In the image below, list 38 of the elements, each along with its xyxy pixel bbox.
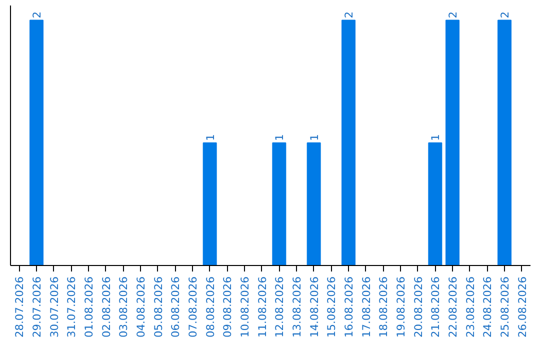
x-tick-label: 24.08.2026 [481,276,494,338]
x-tick-label: 16.08.2026 [342,276,356,338]
x-tick-label: 29.07.2026 [30,276,44,338]
x-tick-label: 05.08.2026 [152,276,165,338]
x-tick-label: 28.07.2026 [13,276,26,338]
x-tick-label: 19.08.2026 [394,276,408,338]
data-label: 1 [308,134,321,141]
x-tick-label: 09.08.2026 [221,276,234,338]
data-label: 2 [498,11,512,18]
x-tick-label: 23.08.2026 [464,276,477,338]
data-label: 2 [30,11,44,18]
x-tick-label: 31.07.2026 [65,276,78,338]
x-tick-label: 20.08.2026 [412,276,425,338]
x-tick-label: 04.08.2026 [134,276,148,338]
x-tick-label: 11.08.2026 [256,276,269,338]
x-tick-label: 14.08.2026 [308,276,321,338]
x-tick-label: 22.08.2026 [446,276,460,338]
x-tick-label: 02.08.2026 [100,276,113,338]
x-tick-label: 13.08.2026 [290,276,304,338]
x-tick-label: 30.07.2026 [48,276,61,338]
x-tick-label: 07.08.2026 [186,276,200,338]
x-tick-label: 17.08.2026 [360,276,373,338]
data-label: 1 [204,134,217,141]
x-tick-label: 15.08.2026 [325,276,338,338]
x-tick-label: 08.08.2026 [204,276,217,338]
x-tick-label: 26.08.2026 [516,276,529,338]
data-label: 1 [429,134,442,141]
x-tick-label: 06.08.2026 [169,276,182,338]
x-tick-label: 01.08.2026 [82,276,96,338]
x-tick-label: 10.08.2026 [238,276,252,338]
data-label: 2 [342,11,356,18]
x-tick-label: 18.08.2026 [377,276,390,338]
x-tick-label: 21.08.2026 [429,276,442,338]
x-tick-label: 03.08.2026 [117,276,130,338]
data-label: 1 [273,134,286,141]
x-tick-label: 25.08.2026 [498,276,512,338]
x-tick-label: 12.08.2026 [273,276,286,338]
data-label: 2 [446,11,460,18]
